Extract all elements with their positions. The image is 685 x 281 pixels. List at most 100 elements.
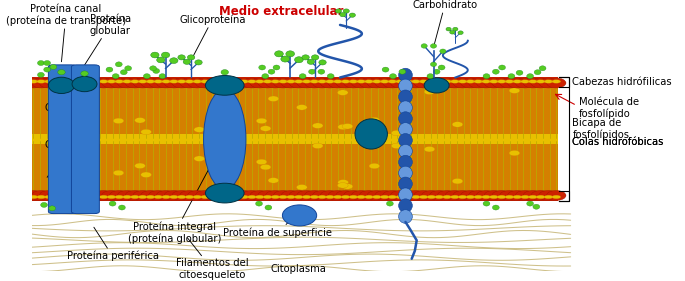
Ellipse shape (60, 80, 69, 83)
Ellipse shape (179, 191, 199, 200)
Ellipse shape (259, 65, 266, 70)
Ellipse shape (391, 143, 402, 149)
Ellipse shape (273, 191, 293, 200)
Ellipse shape (380, 195, 389, 199)
Ellipse shape (154, 195, 162, 199)
Ellipse shape (325, 195, 334, 199)
Ellipse shape (227, 191, 246, 200)
Ellipse shape (123, 80, 132, 83)
Text: Colas hidrofóbicas: Colas hidrofóbicas (573, 137, 664, 147)
Ellipse shape (203, 78, 223, 88)
Ellipse shape (109, 201, 116, 206)
Ellipse shape (195, 60, 202, 65)
Ellipse shape (364, 80, 373, 83)
Text: Proteína integral
(proteína en alfa-hélice): Proteína integral (proteína en alfa-héli… (0, 280, 1, 281)
Ellipse shape (539, 191, 558, 200)
Ellipse shape (453, 78, 473, 88)
Ellipse shape (452, 122, 463, 127)
Bar (32, 135, 558, 144)
Ellipse shape (53, 195, 61, 199)
Ellipse shape (268, 178, 279, 183)
Ellipse shape (312, 123, 323, 128)
Ellipse shape (172, 191, 191, 200)
Ellipse shape (547, 191, 566, 200)
Ellipse shape (399, 166, 412, 180)
Ellipse shape (266, 191, 285, 200)
Ellipse shape (256, 118, 267, 124)
Ellipse shape (336, 191, 356, 200)
Ellipse shape (536, 80, 545, 83)
Ellipse shape (78, 191, 98, 200)
Ellipse shape (143, 74, 150, 79)
Ellipse shape (195, 78, 215, 88)
Text: Glicoproteína: Glicoproteína (179, 14, 245, 58)
Ellipse shape (429, 191, 449, 200)
Ellipse shape (327, 74, 334, 79)
Ellipse shape (334, 195, 342, 199)
Ellipse shape (45, 195, 53, 199)
Ellipse shape (58, 70, 65, 75)
Ellipse shape (297, 105, 307, 110)
Ellipse shape (268, 96, 279, 101)
Ellipse shape (398, 78, 418, 88)
Ellipse shape (115, 195, 124, 199)
Ellipse shape (123, 195, 132, 199)
Ellipse shape (388, 80, 397, 83)
Ellipse shape (256, 195, 264, 199)
Ellipse shape (62, 90, 73, 96)
Ellipse shape (63, 78, 82, 88)
Ellipse shape (325, 80, 334, 83)
Ellipse shape (533, 204, 540, 209)
Ellipse shape (308, 69, 315, 74)
Bar (32, 78, 558, 201)
Ellipse shape (268, 69, 275, 74)
Ellipse shape (242, 191, 262, 200)
Ellipse shape (63, 191, 82, 200)
Ellipse shape (228, 89, 239, 94)
Ellipse shape (430, 44, 436, 48)
Ellipse shape (282, 191, 301, 200)
Ellipse shape (399, 69, 406, 74)
Ellipse shape (62, 175, 73, 180)
Ellipse shape (211, 78, 230, 88)
Ellipse shape (399, 199, 412, 212)
Ellipse shape (351, 78, 371, 88)
Ellipse shape (544, 80, 553, 83)
Ellipse shape (263, 195, 272, 199)
Ellipse shape (286, 80, 295, 83)
Ellipse shape (55, 191, 75, 200)
Ellipse shape (318, 69, 325, 74)
Ellipse shape (53, 80, 61, 83)
Ellipse shape (490, 195, 498, 199)
Ellipse shape (162, 80, 171, 83)
Ellipse shape (427, 195, 436, 199)
Text: Filamentos del
citoesqueleto: Filamentos del citoesqueleto (176, 238, 249, 280)
Ellipse shape (357, 80, 366, 83)
Ellipse shape (344, 191, 363, 200)
Ellipse shape (121, 70, 127, 75)
Ellipse shape (29, 80, 38, 83)
Ellipse shape (153, 68, 160, 73)
Ellipse shape (319, 60, 326, 65)
Ellipse shape (110, 191, 129, 200)
Ellipse shape (312, 191, 332, 200)
Ellipse shape (443, 195, 451, 199)
Ellipse shape (260, 164, 271, 170)
Ellipse shape (39, 78, 59, 88)
Ellipse shape (450, 30, 455, 34)
Ellipse shape (509, 150, 520, 156)
Ellipse shape (49, 77, 75, 94)
Ellipse shape (412, 195, 420, 199)
Ellipse shape (373, 80, 381, 83)
Ellipse shape (482, 195, 490, 199)
Ellipse shape (521, 80, 530, 83)
Ellipse shape (50, 64, 57, 69)
Ellipse shape (461, 78, 480, 88)
Ellipse shape (453, 27, 458, 31)
Ellipse shape (193, 80, 201, 83)
Ellipse shape (482, 80, 490, 83)
Ellipse shape (39, 191, 59, 200)
Ellipse shape (289, 78, 308, 88)
Ellipse shape (112, 74, 119, 79)
Ellipse shape (461, 191, 480, 200)
